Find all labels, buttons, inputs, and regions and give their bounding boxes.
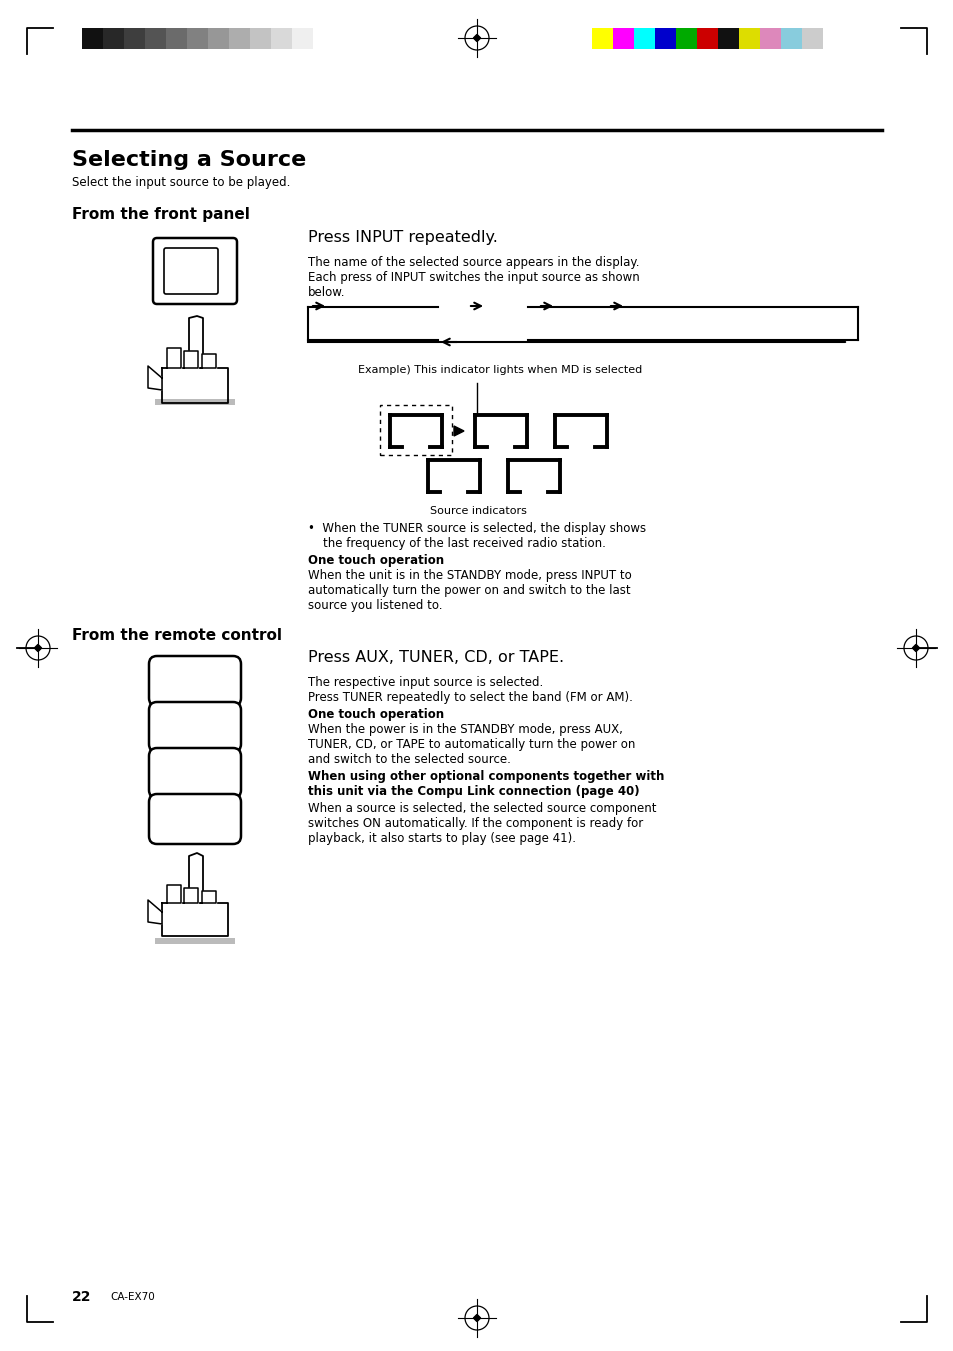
FancyBboxPatch shape (149, 794, 241, 844)
Bar (208, 28, 229, 49)
Bar (718, 28, 739, 49)
Text: Selecting a Source: Selecting a Source (71, 150, 306, 170)
Text: source you listened to.: source you listened to. (308, 598, 442, 612)
Polygon shape (473, 34, 480, 42)
Polygon shape (189, 852, 203, 902)
FancyBboxPatch shape (164, 249, 218, 295)
Polygon shape (202, 354, 215, 367)
Bar (229, 28, 250, 49)
FancyBboxPatch shape (149, 703, 241, 753)
Text: One touch operation: One touch operation (308, 554, 444, 567)
Text: When using other optional components together with: When using other optional components tog… (308, 770, 663, 784)
Polygon shape (167, 885, 181, 902)
Text: From the remote control: From the remote control (71, 628, 282, 643)
Bar (82, 28, 103, 49)
Polygon shape (911, 644, 919, 651)
Bar (613, 28, 634, 49)
Polygon shape (454, 426, 463, 436)
Text: The name of the selected source appears in the display.: The name of the selected source appears … (308, 255, 639, 269)
Bar (739, 28, 760, 49)
Polygon shape (34, 644, 42, 651)
Polygon shape (148, 900, 162, 924)
Text: playback, it also starts to play (see page 41).: playback, it also starts to play (see pa… (308, 832, 576, 844)
Text: switches ON automatically. If the component is ready for: switches ON automatically. If the compon… (308, 817, 642, 830)
Text: Source indicators: Source indicators (430, 507, 526, 516)
Bar (154, 938, 234, 944)
Text: automatically turn the power on and switch to the last: automatically turn the power on and swit… (308, 584, 630, 597)
Bar (655, 28, 676, 49)
Text: When a source is selected, the selected source component: When a source is selected, the selected … (308, 802, 656, 815)
Polygon shape (184, 888, 198, 902)
Bar (187, 28, 208, 49)
Bar (801, 28, 822, 49)
Polygon shape (202, 892, 215, 902)
Bar (145, 28, 166, 49)
Text: Select the input source to be played.: Select the input source to be played. (71, 176, 290, 189)
Text: Press AUX, TUNER, CD, or TAPE.: Press AUX, TUNER, CD, or TAPE. (308, 650, 563, 665)
FancyBboxPatch shape (149, 748, 241, 798)
Text: Press TUNER repeatedly to select the band (FM or AM).: Press TUNER repeatedly to select the ban… (308, 690, 632, 704)
FancyBboxPatch shape (149, 657, 241, 707)
Bar (271, 28, 292, 49)
Text: TUNER, CD, or TAPE to automatically turn the power on: TUNER, CD, or TAPE to automatically turn… (308, 738, 635, 751)
Text: The respective input source is selected.: The respective input source is selected. (308, 676, 542, 689)
Text: Each press of INPUT switches the input source as shown: Each press of INPUT switches the input s… (308, 272, 639, 284)
Text: CA-EX70: CA-EX70 (110, 1292, 154, 1302)
Text: this unit via the Compu Link connection (page 40): this unit via the Compu Link connection … (308, 785, 639, 798)
Polygon shape (162, 367, 228, 403)
Text: and switch to the selected source.: and switch to the selected source. (308, 753, 511, 766)
Text: One touch operation: One touch operation (308, 708, 444, 721)
Bar (166, 28, 187, 49)
Bar (124, 28, 145, 49)
Text: the frequency of the last received radio station.: the frequency of the last received radio… (308, 536, 605, 550)
FancyBboxPatch shape (152, 238, 236, 304)
Text: below.: below. (308, 286, 345, 299)
Text: From the front panel: From the front panel (71, 207, 250, 222)
Text: Press INPUT repeatedly.: Press INPUT repeatedly. (308, 230, 497, 245)
Bar (781, 28, 801, 49)
Polygon shape (167, 349, 181, 367)
Polygon shape (148, 366, 162, 390)
Bar (292, 28, 313, 49)
Polygon shape (184, 351, 198, 367)
Bar (697, 28, 718, 49)
Polygon shape (473, 1315, 480, 1321)
Bar (379, 405, 452, 455)
Bar (103, 28, 124, 49)
Text: When the unit is in the STANDBY mode, press INPUT to: When the unit is in the STANDBY mode, pr… (308, 569, 631, 582)
Bar (154, 399, 234, 405)
Bar (676, 28, 697, 49)
Text: When the power is in the STANDBY mode, press AUX,: When the power is in the STANDBY mode, p… (308, 723, 622, 736)
Bar (760, 28, 781, 49)
Bar (634, 28, 655, 49)
Bar (250, 28, 271, 49)
Polygon shape (162, 902, 228, 936)
Text: •  When the TUNER source is selected, the display shows: • When the TUNER source is selected, the… (308, 521, 645, 535)
Text: Example) This indicator lights when MD is selected: Example) This indicator lights when MD i… (357, 365, 641, 376)
Bar (592, 28, 613, 49)
Text: 22: 22 (71, 1290, 91, 1304)
Polygon shape (189, 316, 203, 367)
